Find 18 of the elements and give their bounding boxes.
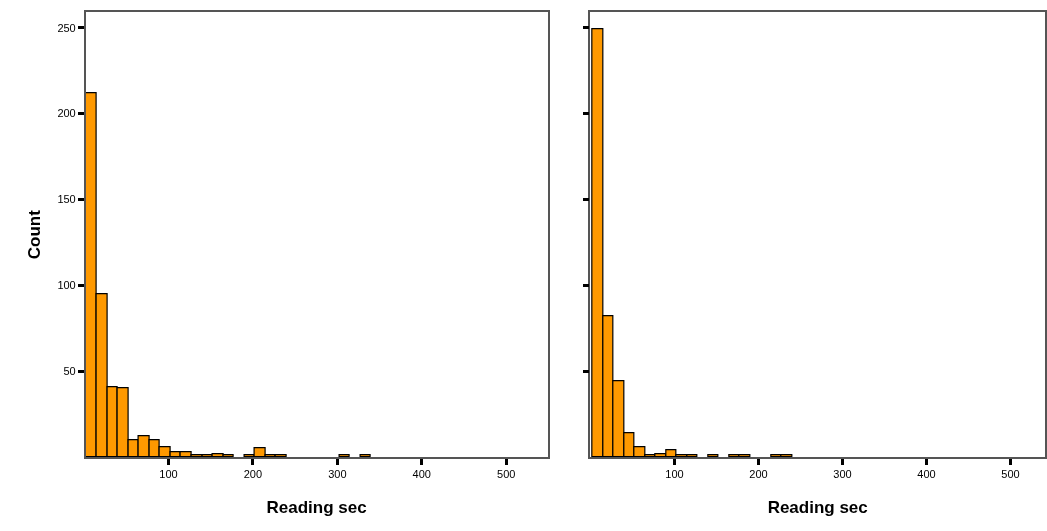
x-tick-label: 100 bbox=[665, 468, 684, 481]
x-tick-label: 300 bbox=[328, 468, 347, 481]
x-tick-label: 500 bbox=[1001, 468, 1020, 481]
x-axis-title: Reading sec bbox=[767, 498, 868, 518]
x-tick-label: 500 bbox=[497, 468, 516, 481]
x-tick-label: 200 bbox=[243, 468, 263, 481]
y-tick-label: 200 bbox=[57, 107, 76, 120]
x-axis-title: Reading sec bbox=[266, 498, 367, 518]
x-tick-label: 400 bbox=[917, 468, 936, 481]
x-tick-label: 400 bbox=[412, 468, 431, 481]
x-tick-label: 100 bbox=[159, 468, 178, 481]
y-axis-title: Count bbox=[25, 209, 45, 260]
y-tick-label: 150 bbox=[57, 193, 76, 206]
x-tick-label: 200 bbox=[749, 468, 768, 481]
y-tick-label: 250 bbox=[57, 21, 76, 34]
y-tick-label: 50 bbox=[63, 365, 76, 378]
y-tick-label: 100 bbox=[57, 279, 76, 292]
x-tick-label: 300 bbox=[833, 468, 852, 481]
